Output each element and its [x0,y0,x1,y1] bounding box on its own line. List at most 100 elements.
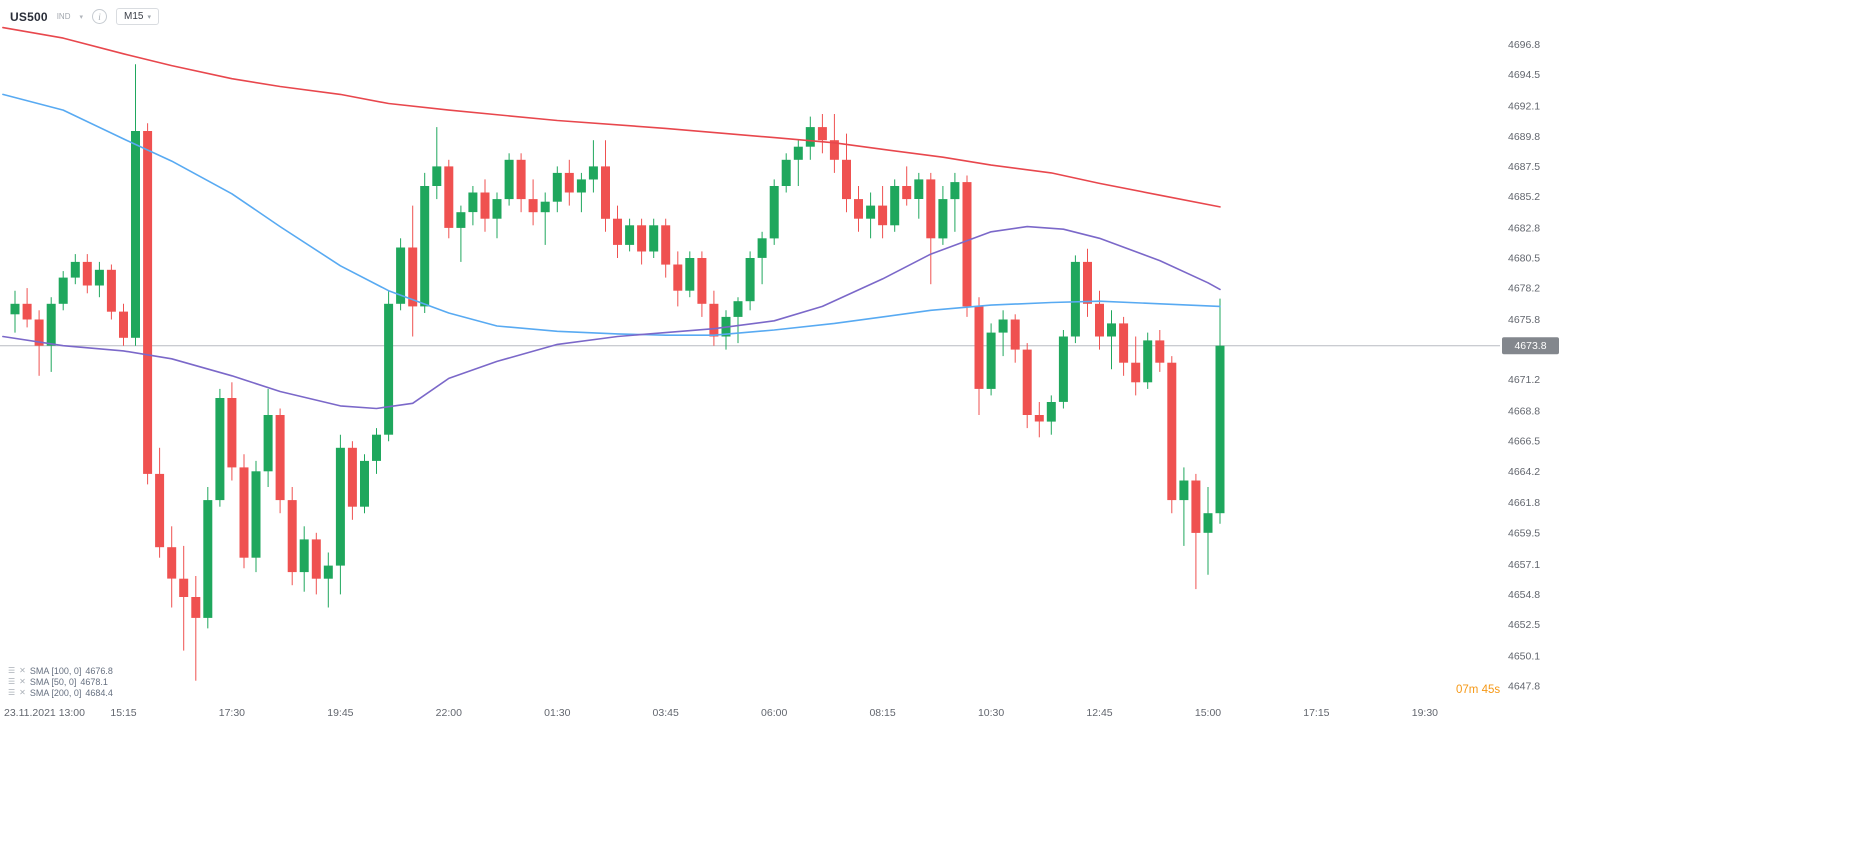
candle-body [299,539,309,573]
price-axis-label: 4675.8 [1508,314,1540,326]
time-axis-label: 23.11.2021 13:00 [4,707,85,719]
candle-body [661,225,671,265]
candle-body [323,565,333,579]
candle-body [564,172,574,193]
price-axis-label: 4661.8 [1508,497,1540,509]
candle-body [757,238,767,258]
candle-body [998,319,1008,333]
indicator-value: 4678.1 [80,676,108,687]
symbol-name[interactable]: US500 [10,9,48,24]
price-axis-label: 4647.8 [1508,681,1540,693]
candle-body [131,131,140,338]
candle-body [576,179,586,193]
indicator-remove-icon[interactable]: ✕ [19,676,26,686]
candle-body [143,131,153,474]
candle-body [1215,345,1225,514]
time-axis-label: 17:15 [1303,707,1329,719]
indicator-settings-icon[interactable]: ☰ [8,687,16,697]
price-axis[interactable]: 4696.8 4694.5 4692.1 4689.8 4687.5 4685.2 4682… [1508,39,1540,692]
candle-body [10,303,20,315]
chevron-down-icon: ▾ [147,13,151,21]
candle-body [384,303,394,435]
candle-body [649,225,659,252]
candle-body [420,186,430,307]
candle-body [227,398,237,468]
candle-body [1034,415,1044,422]
candle-body [251,471,261,558]
indicator-name: SMA [200, 0] [29,687,82,698]
indicator-remove-icon[interactable]: ✕ [19,665,26,675]
indicator-legend: ☰ ✕ SMA [100, 0] 4676.8 ☰ ✕ SMA [50, 0] … [8,665,113,698]
candle-body [34,319,44,346]
candle-body [528,199,538,213]
candle-body [709,303,719,337]
candle-body [492,199,502,219]
candle-body [432,166,442,186]
candle-body [480,192,490,219]
candle-body [601,166,610,219]
candle-body [82,261,92,286]
chart-header: US500 IND ▾ i M15 ▾ [10,8,159,25]
indicator-settings-icon[interactable]: ☰ [8,665,16,675]
candle-body [986,332,996,389]
candle-body [239,467,249,558]
price-axis-label: 4678.2 [1508,283,1540,295]
candle-body [1107,323,1116,337]
indicator-remove-icon[interactable]: ✕ [19,687,26,697]
indicator-row-sma100: ☰ ✕ SMA [100, 0] 4676.8 [8,665,113,676]
candle-body [1083,261,1092,304]
indicator-name: SMA [50, 0] [29,676,77,687]
candle-body [1179,480,1189,501]
candle-body [167,547,177,579]
candle-body [1203,513,1213,533]
indicator-settings-icon[interactable]: ☰ [8,676,16,686]
candle-body [1010,319,1020,350]
price-axis-label: 4659.5 [1508,527,1540,539]
candle-body [275,415,285,501]
candle-body [637,225,647,252]
candle-body [685,258,695,291]
candle-body [360,460,369,507]
candle-body [878,205,888,226]
candle-body [950,182,960,200]
candle-body [854,199,863,219]
candle-body [540,201,550,213]
candle-body [745,258,755,302]
info-icon[interactable]: i [92,9,107,24]
price-axis-label: 4650.1 [1508,650,1540,662]
indicator-row-sma200: ☰ ✕ SMA [200, 0] 4684.4 [8,687,113,698]
candle-body [22,303,32,320]
time-axis-label: 01:30 [544,707,570,719]
price-axis-label: 4668.8 [1508,406,1540,418]
candle-body [588,166,598,180]
time-axis-label: 19:45 [327,707,353,719]
candle-body [817,127,827,141]
candle-body [58,277,68,304]
candle-body [155,473,165,548]
candle-body [456,212,466,228]
time-axis-label: 15:00 [1195,707,1221,719]
candle-body [1046,402,1056,422]
indicator-value: 4684.4 [85,687,113,698]
time-axis-label: 19:30 [1412,707,1438,719]
candle-body [781,159,791,186]
chevron-down-icon[interactable]: ▾ [79,13,83,21]
price-axis-label: 4692.1 [1508,101,1540,113]
time-axis[interactable]: 23.11.2021 13:00 15:15 17:30 19:45 22:00 01:3… [4,707,1438,719]
instrument-type-label: IND [56,12,71,21]
price-axis-label: 4671.2 [1508,374,1540,386]
price-axis-label: 4687.5 [1508,161,1540,173]
timeframe-button[interactable]: M15 ▾ [116,8,159,25]
candle-body [504,159,514,200]
candle-body [106,269,116,312]
price-axis-label: 4664.2 [1508,466,1540,478]
candle-body [974,306,984,389]
price-axis-label: 4682.8 [1508,222,1540,234]
price-axis-label: 4680.5 [1508,253,1540,265]
candle-body [552,172,562,202]
candle-body [444,166,454,228]
candle-body [1155,340,1165,363]
sma-line [2,225,1221,410]
time-axis-label: 12:45 [1086,707,1112,719]
